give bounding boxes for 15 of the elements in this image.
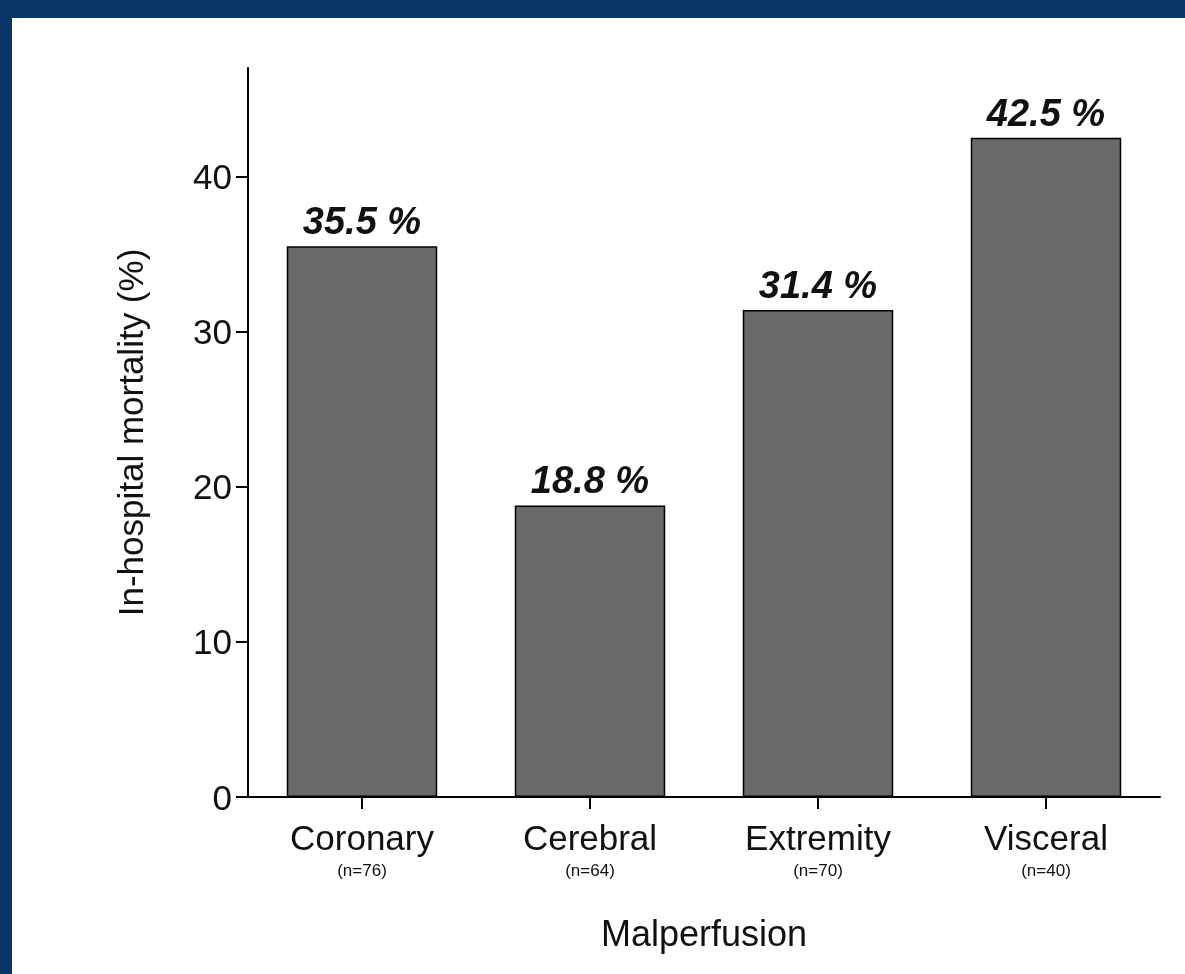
data-label: 31.4 % — [758, 263, 878, 306]
data-label: 35.5 % — [302, 200, 422, 243]
y-axis-title: In-hospital mortality (%) — [111, 248, 150, 617]
x-tick-label: Extremity (n=70) — [745, 817, 892, 880]
x-tick-label: Coronary (n=76) — [290, 817, 435, 880]
y-tick-label: 20 — [193, 467, 232, 507]
x-axis-title: Malperfusion — [600, 912, 808, 954]
x-tick-label: Visceral (n=40) — [984, 817, 1108, 880]
y-tick-label: 0 — [212, 777, 232, 817]
data-label: 42.5 % — [985, 91, 1106, 134]
data-label: 18.8 % — [530, 459, 650, 502]
y-tick-label: 30 — [193, 312, 232, 352]
x-tick-label: Cerebral (n=64) — [522, 817, 658, 880]
y-tick-label: 10 — [193, 622, 232, 662]
y-tick-label: 40 — [193, 157, 232, 197]
